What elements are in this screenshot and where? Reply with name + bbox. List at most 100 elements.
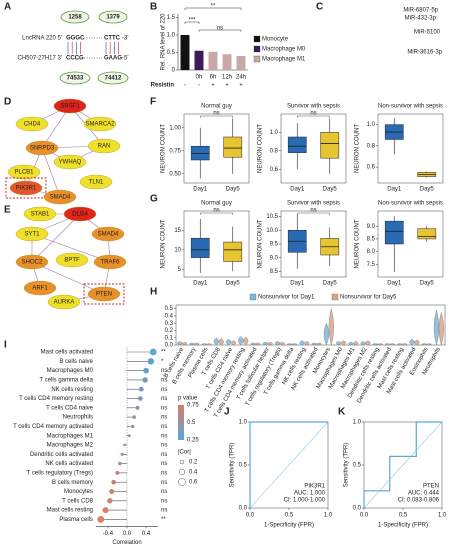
violin <box>316 342 322 346</box>
x-tick-label: Day1 <box>290 281 305 287</box>
significance-bracket <box>198 29 242 32</box>
violin <box>402 343 408 346</box>
legend-label: Macrophage M1 <box>262 57 306 63</box>
lollipop-dot <box>135 405 140 410</box>
p-label: ns <box>161 433 167 439</box>
panel-label: I <box>4 340 7 351</box>
node-label: SMAD4 <box>98 232 119 238</box>
reference-diagonal <box>249 421 329 509</box>
lollipop-dot <box>115 470 120 475</box>
significance: ** <box>211 4 216 10</box>
x-axis-label: 1-Specificity (FPR) <box>264 523 314 529</box>
box <box>287 136 307 153</box>
panel-label: F <box>150 97 156 108</box>
category-label: B cells naive <box>59 359 93 365</box>
y-tick-label: 0.75 <box>169 148 181 154</box>
y-axis-label: Sensitivity (TPR) <box>230 443 236 488</box>
y-tick-label: 0.2 <box>165 328 174 334</box>
network-node <box>93 254 127 270</box>
annotation: PIK3R1 <box>304 484 325 490</box>
significance-bracket <box>200 212 233 215</box>
sequence-name: LncRNA 220 5' <box>22 36 62 42</box>
category-label: Macrophages M1 <box>47 433 94 439</box>
size-legend-dot <box>178 478 186 486</box>
violin <box>262 341 268 346</box>
y-tick-label: 0.5 <box>167 50 176 56</box>
highlight-box <box>83 283 125 305</box>
category-label: T cells CD4 memory resting <box>19 396 93 402</box>
p-label: ns <box>161 443 167 449</box>
panel-label: C <box>316 2 323 13</box>
node-label: STAB1 <box>31 212 50 218</box>
plot-title: Non-survivor with sepsis <box>378 104 443 110</box>
violin <box>340 340 347 346</box>
significance-bracket <box>184 7 242 10</box>
treatment-sign: + <box>225 83 229 89</box>
node-label: TLN1 <box>89 180 104 186</box>
network-node <box>23 280 57 296</box>
significance-bracket <box>297 115 330 118</box>
significance-bracket <box>200 115 233 118</box>
x-tick-label: Day5 <box>323 187 338 193</box>
y-tick-label: 8.5 <box>270 269 279 275</box>
network-node <box>83 116 117 132</box>
sequence-end: -5' <box>122 56 128 62</box>
legend-title: p value <box>178 396 198 402</box>
lollipop-dot <box>109 489 115 494</box>
network-node <box>53 154 87 170</box>
violin <box>433 309 440 346</box>
y-tick-label: 1.0 <box>367 122 376 128</box>
panel-label: H <box>150 287 157 298</box>
seed-sequence: GGGC <box>66 36 85 42</box>
y-tick-label: 8.0 <box>367 249 376 255</box>
x-tick-label: 0.0 <box>123 531 132 537</box>
violin <box>438 311 444 346</box>
y-tick-label: 0.0 <box>239 506 248 512</box>
y-tick-label: 0.4 <box>165 313 174 319</box>
id-ellipse <box>59 71 91 85</box>
x-tick-label: 0.5 <box>285 513 294 519</box>
y-axis-label: Sensitivity (TPR) <box>344 443 350 488</box>
network-node <box>43 189 77 205</box>
network-node <box>15 254 49 270</box>
box <box>417 228 437 240</box>
bar <box>180 35 190 70</box>
x-tick-label: 24h <box>236 75 246 81</box>
network-edge <box>41 147 61 198</box>
colorbar-label: 0.25 <box>187 438 199 444</box>
annotation: PTEN <box>423 484 439 490</box>
reference-diagonal <box>363 421 443 509</box>
y-tick-label: 0.0 <box>165 343 174 349</box>
p-label: ns <box>161 489 167 495</box>
box <box>223 241 243 262</box>
violin <box>389 343 396 346</box>
bar <box>236 56 246 70</box>
violin <box>274 341 281 346</box>
network-edge <box>31 233 111 263</box>
x-axis-label: Correlation <box>112 540 141 546</box>
id-label: 74412 <box>105 76 122 82</box>
x-tick-label: Day1 <box>193 281 208 287</box>
annotation: AUC: 0.444 <box>408 491 440 497</box>
category-label: NK cells activated <box>45 461 93 467</box>
category-label: T cells CD4 naive <box>46 405 94 411</box>
node-label: SRSF1 <box>60 104 80 110</box>
category-label: Neutrophils <box>63 415 93 421</box>
word: MiR-3616-3p <box>407 50 442 56</box>
size-legend-dot <box>178 468 186 476</box>
violin <box>372 343 378 346</box>
node-label: SMAD4 <box>50 195 71 201</box>
violin <box>409 339 415 346</box>
word: MiR-6807-5p <box>403 8 438 14</box>
network-edge <box>41 105 71 149</box>
y-axis-label: NEURON COUNT <box>161 124 167 173</box>
colorbar <box>178 405 184 440</box>
y-tick-label: 9.5 <box>270 242 279 248</box>
network-node <box>25 140 59 156</box>
plot-frame <box>183 113 250 184</box>
network-node <box>79 174 113 190</box>
plot-frame <box>280 113 347 184</box>
treatment-sign: + <box>211 83 215 89</box>
violin <box>414 339 420 346</box>
